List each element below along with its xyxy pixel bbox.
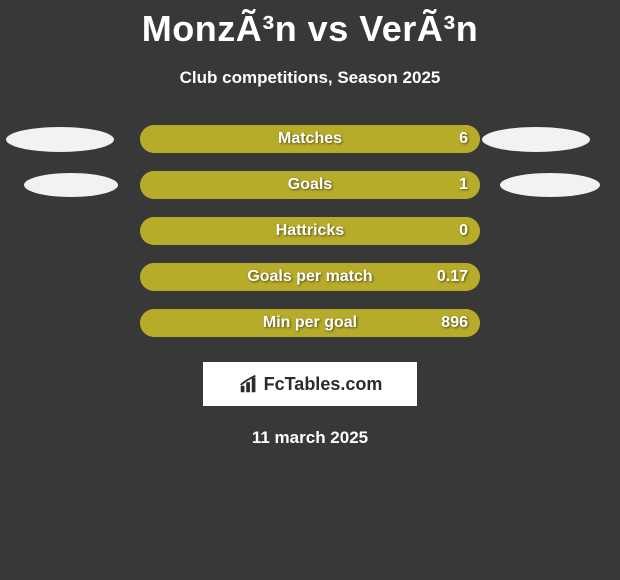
stat-row: Goals per match 0.17 — [0, 254, 620, 300]
bar-chart-icon — [238, 373, 260, 395]
branding-text: FcTables.com — [264, 374, 383, 395]
footer-date: 11 march 2025 — [0, 428, 620, 448]
stat-bar-fill — [140, 263, 480, 291]
stat-row: Min per goal 896 — [0, 300, 620, 346]
stat-row: Hattricks 0 — [0, 208, 620, 254]
stat-bar-fill — [140, 171, 480, 199]
stats-container: Matches 6 Goals 1 Hattricks 0 Goals per … — [0, 116, 620, 346]
page-title: MonzÃ³n vs VerÃ³n — [0, 0, 620, 50]
stat-bar: Hattricks 0 — [140, 217, 480, 245]
stat-bar-fill — [140, 217, 480, 245]
decor-ellipse-icon — [482, 127, 590, 152]
stat-bar: Min per goal 896 — [140, 309, 480, 337]
stat-bar: Goals 1 — [140, 171, 480, 199]
stat-bar-fill — [140, 309, 480, 337]
subtitle: Club competitions, Season 2025 — [0, 68, 620, 88]
stat-bar: Goals per match 0.17 — [140, 263, 480, 291]
decor-ellipse-icon — [500, 173, 600, 197]
stat-bar: Matches 6 — [140, 125, 480, 153]
stat-row: Goals 1 — [0, 162, 620, 208]
stat-row: Matches 6 — [0, 116, 620, 162]
decor-ellipse-icon — [6, 127, 114, 152]
stat-bar-fill — [140, 125, 480, 153]
branding-badge: FcTables.com — [203, 362, 417, 406]
decor-ellipse-icon — [24, 173, 118, 197]
